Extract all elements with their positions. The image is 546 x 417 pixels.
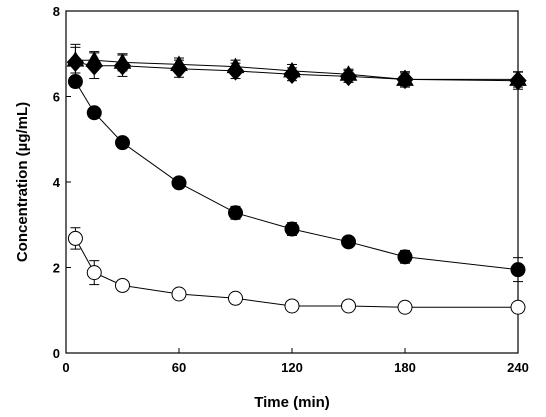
y-tick-label: 8 [53, 4, 60, 19]
data-point [115, 277, 130, 293]
data-point [171, 175, 187, 191]
y-axis-title: Concentration (µg/mL) [14, 102, 31, 262]
data-point [397, 249, 413, 265]
y-tick-label: 6 [53, 90, 60, 105]
data-point [510, 299, 526, 315]
series-1 [66, 43, 527, 91]
data-point [115, 135, 130, 151]
data-point [341, 234, 356, 250]
data-point [284, 298, 300, 314]
data-point [226, 57, 245, 74]
data-point [67, 74, 83, 90]
data-point [66, 51, 85, 67]
x-tick-label: 180 [394, 360, 416, 375]
series-line [74, 81, 519, 271]
series-2 [66, 46, 527, 88]
x-tick-label: 60 [172, 360, 186, 375]
data-point [85, 51, 104, 67]
y-tick-label: 2 [53, 261, 60, 276]
x-tick-label: 0 [62, 360, 69, 375]
series-4 [67, 227, 526, 315]
data-point [171, 286, 187, 302]
x-axis-title: Time (min) [254, 394, 330, 411]
data-point [113, 53, 132, 69]
series-line [74, 238, 518, 308]
series-layer [66, 43, 527, 315]
data-point [170, 55, 188, 71]
data-point [284, 221, 300, 237]
data-point [509, 70, 527, 86]
y-tick-label: 4 [53, 175, 61, 190]
data-point [86, 105, 102, 121]
y-tick-label: 0 [53, 346, 60, 361]
data-point [228, 290, 243, 306]
data-point [283, 61, 301, 78]
x-tick-label: 240 [507, 360, 529, 375]
data-point [67, 230, 83, 246]
series-3 [67, 74, 526, 283]
data-point [86, 265, 102, 281]
data-point [397, 299, 413, 315]
x-tick-label: 120 [281, 360, 303, 375]
data-point [339, 65, 358, 81]
data-point [396, 70, 414, 86]
axis-ticks: 0 60 120 180 240 0 2 4 6 8 [53, 4, 529, 375]
data-point [510, 262, 526, 278]
data-point [341, 298, 356, 314]
data-point [228, 205, 243, 221]
